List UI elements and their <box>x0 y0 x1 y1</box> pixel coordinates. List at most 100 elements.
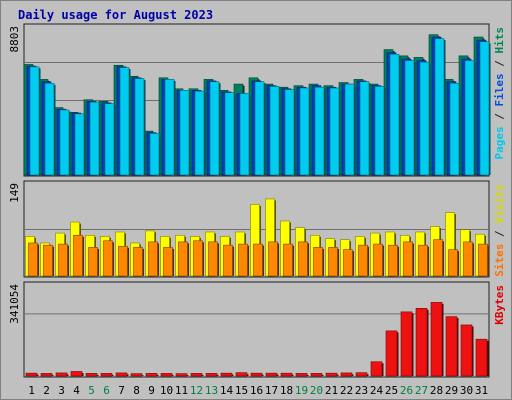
x-tick-label-27: 27 <box>415 384 428 397</box>
bar-pages-3 <box>59 109 70 176</box>
x-tick-label-10: 10 <box>160 384 173 397</box>
x-tick-label-18: 18 <box>280 384 293 397</box>
x-tick-label-15: 15 <box>235 384 248 397</box>
bar-kbytes-5 <box>85 373 98 377</box>
bar-kbytes-1 <box>25 372 38 377</box>
bar-pages-22 <box>344 83 355 176</box>
bar-kbytes-27 <box>415 308 428 377</box>
bar-sites-6 <box>103 240 113 277</box>
bar-sites-19 <box>298 241 308 277</box>
bar-kbytes-14 <box>220 372 233 377</box>
x-tick-label-23: 23 <box>355 384 368 397</box>
bar-sites-12 <box>193 240 203 277</box>
bar-kbytes-4 <box>70 371 83 377</box>
bar-kbytes-25 <box>385 330 398 377</box>
bar-sites-31 <box>478 243 488 277</box>
bar-pages-19 <box>299 87 310 176</box>
bar-pages-14 <box>224 92 235 176</box>
bar-kbytes-21 <box>325 372 338 377</box>
x-tick-label-7: 7 <box>118 384 125 397</box>
bar-pages-15 <box>239 93 250 176</box>
bar-sites-24 <box>373 243 383 277</box>
panel-visits-axis-label: Sites / Visits <box>493 184 506 277</box>
panel-kbytes: 341054 KBytes <box>8 281 506 378</box>
x-tick-label-4: 4 <box>73 384 80 397</box>
x-tick-label-31: 31 <box>475 384 488 397</box>
x-tick-label-16: 16 <box>250 384 263 397</box>
bar-pages-12 <box>194 90 205 176</box>
bar-sites-15 <box>238 243 248 277</box>
bar-sites-18 <box>283 243 293 277</box>
bar-sites-2 <box>43 244 53 277</box>
x-tick-label-1: 1 <box>28 384 35 397</box>
bar-sites-16 <box>253 243 263 277</box>
x-tick-label-11: 11 <box>175 384 188 397</box>
bar-kbytes-24 <box>370 361 383 377</box>
bar-pages-26 <box>404 60 415 176</box>
bar-sites-8 <box>133 247 143 277</box>
bar-kbytes-9 <box>145 373 158 377</box>
bar-sites-4 <box>73 234 83 277</box>
bar-sites-11 <box>178 241 188 277</box>
bar-sites-7 <box>118 245 128 277</box>
bar-sites-9 <box>148 241 158 277</box>
bar-kbytes-15 <box>235 372 248 377</box>
x-tick-label-22: 22 <box>340 384 353 397</box>
bar-pages-28 <box>434 38 445 176</box>
bar-sites-29 <box>448 249 458 277</box>
bar-pages-29 <box>449 82 460 176</box>
bar-pages-23 <box>359 81 370 176</box>
bar-pages-18 <box>284 89 295 176</box>
bar-pages-13 <box>209 81 220 176</box>
x-tick-label-20: 20 <box>310 384 323 397</box>
bar-pages-20 <box>314 86 325 176</box>
x-tick-label-28: 28 <box>430 384 443 397</box>
x-tick-label-8: 8 <box>133 384 140 397</box>
bar-sites-14 <box>223 244 233 277</box>
bar-kbytes-17 <box>265 372 278 377</box>
x-tick-label-17: 17 <box>265 384 278 397</box>
bar-pages-30 <box>464 60 475 176</box>
bar-sites-21 <box>328 247 338 277</box>
bar-sites-5 <box>88 247 98 277</box>
x-axis-labels: 1 2 3 4 5 6 7 8 9 10 11 12 13 14 15 16 17 18 19 20 21 22 23 24 2… <box>28 384 488 397</box>
bar-kbytes-23 <box>355 372 368 377</box>
bar-pages-24 <box>374 86 385 176</box>
panel-visits-ymax-label: 149 <box>8 183 21 203</box>
x-tick-label-14: 14 <box>220 384 234 397</box>
bar-kbytes-12 <box>190 373 203 377</box>
panel-hits-ymax-label: 8803 <box>8 26 21 53</box>
bar-sites-22 <box>343 249 353 277</box>
x-tick-label-19: 19 <box>295 384 308 397</box>
bar-kbytes-6 <box>100 373 113 377</box>
bar-sites-17 <box>268 241 278 277</box>
bar-sites-3 <box>58 243 68 277</box>
bar-pages-4 <box>74 113 85 176</box>
bar-pages-11 <box>179 90 190 176</box>
panel-visits: 149 Sites / Visits <box>8 180 506 278</box>
panel-hits-axis-label: Pages / Files / Hits <box>493 27 506 160</box>
panel-hits: 8803 Pages / Files / Hits <box>8 23 506 177</box>
x-tick-label-26: 26 <box>400 384 413 397</box>
x-tick-label-25: 25 <box>385 384 398 397</box>
panel-kbytes-ymax-label: 341054 <box>8 284 21 324</box>
bar-pages-2 <box>44 82 55 176</box>
bar-sites-1 <box>28 242 38 277</box>
bar-kbytes-11 <box>175 373 188 377</box>
x-tick-label-3: 3 <box>58 384 65 397</box>
bar-pages-7 <box>119 67 130 176</box>
bar-pages-17 <box>269 86 280 176</box>
x-tick-label-5: 5 <box>88 384 95 397</box>
bar-pages-5 <box>89 101 100 176</box>
bar-kbytes-22 <box>340 372 353 377</box>
bar-pages-6 <box>104 103 115 176</box>
bar-sites-10 <box>163 247 173 277</box>
bar-pages-27 <box>419 61 430 176</box>
chart-panels: 8803 Pages / Files / Hits 149 Sites / Visit… <box>8 23 506 378</box>
bar-sites-30 <box>463 241 473 277</box>
bar-kbytes-28 <box>430 302 443 377</box>
bar-pages-31 <box>479 41 490 176</box>
x-tick-label-29: 29 <box>445 384 458 397</box>
bar-kbytes-31 <box>475 338 488 377</box>
